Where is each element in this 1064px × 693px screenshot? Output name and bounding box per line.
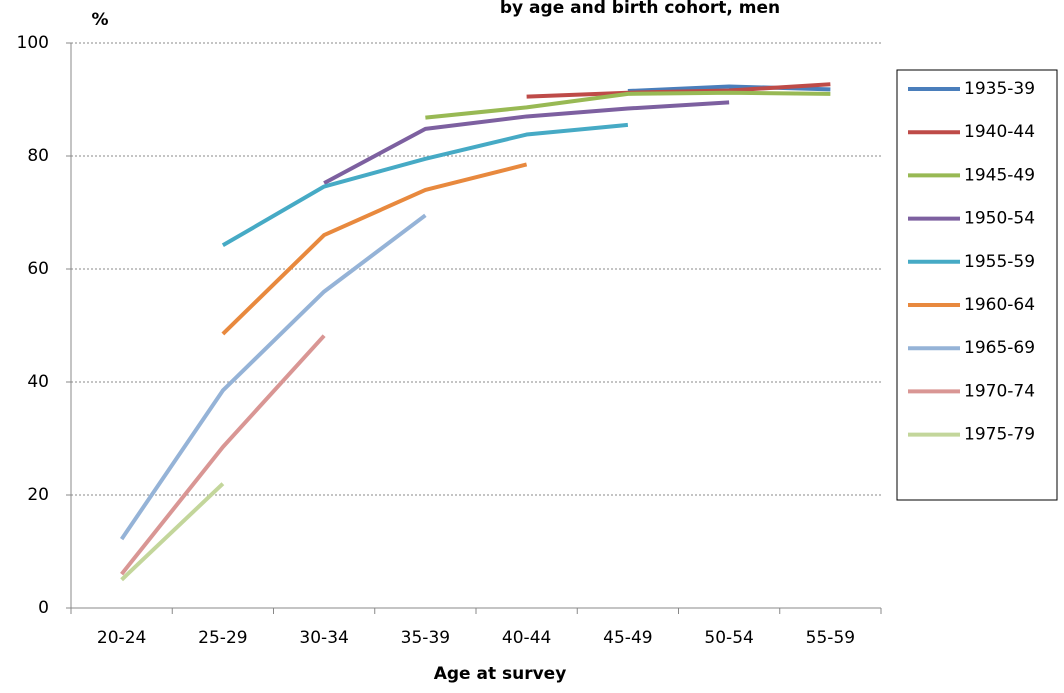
legend-label: 1945-49 — [964, 165, 1035, 185]
y-tick-label: 60 — [27, 259, 49, 279]
x-axis-label: Age at survey — [434, 664, 567, 684]
chart-title: by age and birth cohort, men — [500, 0, 780, 18]
y-tick-label: 40 — [27, 372, 49, 392]
legend-label: 1940-44 — [964, 122, 1035, 142]
legend-label: 1935-39 — [964, 79, 1035, 99]
y-tick-label: 80 — [27, 146, 49, 166]
x-tick-label: 50-54 — [704, 628, 753, 648]
series-line — [119, 213, 427, 541]
legend-label: 1955-59 — [964, 252, 1035, 272]
legend-label: 1965-69 — [964, 338, 1035, 358]
legend-box — [896, 69, 1058, 501]
series-line — [221, 162, 528, 336]
x-tick-label: 25-29 — [198, 628, 247, 648]
legend-label: 1950-54 — [964, 209, 1035, 229]
x-tick-label: 35-39 — [401, 628, 450, 648]
series-line — [221, 122, 629, 247]
y-tick-label: 0 — [38, 598, 49, 618]
x-tick-label: 30-34 — [299, 628, 348, 648]
x-tick-label: 20-24 — [97, 628, 146, 648]
legend-label: 1975-79 — [964, 425, 1035, 445]
y-axis-label: % — [91, 10, 108, 30]
y-tick-label: 20 — [27, 485, 49, 505]
y-tick-label: 100 — [17, 33, 49, 53]
legend-label: 1960-64 — [964, 295, 1035, 315]
x-tick-label: 40-44 — [502, 628, 551, 648]
legend-label: 1970-74 — [964, 381, 1035, 401]
series-line — [323, 100, 730, 185]
series-line — [425, 90, 831, 120]
series-line — [120, 482, 225, 582]
x-tick-label: 55-59 — [806, 628, 855, 648]
series-line — [627, 84, 831, 94]
series-line — [120, 334, 326, 576]
x-tick-label: 45-49 — [603, 628, 652, 648]
